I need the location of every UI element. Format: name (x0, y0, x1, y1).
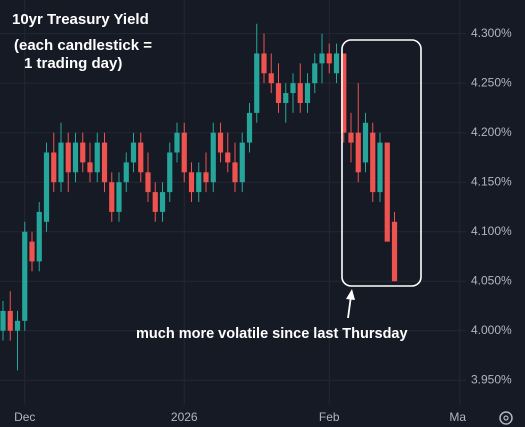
candle-body (51, 152, 57, 183)
x-axis: Dec 2026 Feb Mar (14, 410, 470, 424)
candle-body (261, 53, 267, 74)
candle-body (232, 162, 238, 183)
candle-body (312, 63, 318, 84)
y-tick-label: 3.950% (471, 372, 512, 386)
subtitle: (each candlestick = (14, 37, 152, 54)
candle-body (370, 132, 376, 193)
candle-body (290, 83, 296, 94)
candle-body (391, 221, 398, 282)
candle-body (101, 142, 108, 183)
candle-body (87, 162, 93, 173)
candle-body (362, 122, 369, 163)
candle-body (138, 142, 144, 173)
highlight-box (341, 39, 422, 287)
candle-body (123, 162, 129, 183)
candle-body (181, 132, 187, 173)
x-tick-label: Mar (449, 410, 470, 424)
settings-icon[interactable] (499, 411, 513, 425)
candle-body (152, 192, 158, 212)
candle-body (268, 73, 274, 84)
candle-body (210, 132, 216, 183)
x-tick-label: Dec (14, 410, 35, 424)
candle-body (196, 172, 202, 193)
y-tick-label: 4.200% (471, 125, 512, 139)
candle-body (130, 142, 137, 163)
candle-body (225, 152, 231, 163)
candle-body (0, 310, 6, 331)
arrow (347, 295, 352, 319)
candle-body (36, 211, 42, 262)
candle-body (333, 53, 340, 74)
y-axis: 3.950% 4.000% 4.050% 4.100% 4.150% 4.200% 4.25… (471, 26, 512, 387)
subtitle: 1 trading day) (24, 55, 122, 72)
candle-body (174, 132, 180, 153)
y-tick-label: 4.100% (471, 224, 512, 238)
candle-body (254, 53, 260, 113)
candle-body (283, 93, 289, 103)
candle-body (72, 142, 79, 173)
candle-body (203, 172, 209, 183)
candle-body (29, 241, 35, 262)
candle-body (109, 182, 115, 212)
candle-body (80, 142, 86, 163)
candle-body (384, 142, 390, 242)
candle-body (297, 83, 303, 103)
x-tick-label: Feb (319, 410, 340, 424)
candle-body (377, 142, 383, 193)
candle-body (43, 152, 50, 222)
candles (0, 23, 398, 371)
y-tick-label: 4.150% (471, 174, 512, 188)
candle-body (304, 83, 311, 103)
candle-body (326, 53, 332, 64)
candle-body (22, 231, 28, 321)
candle-body (341, 53, 347, 133)
candle-body (167, 152, 173, 193)
candle-body (14, 320, 21, 331)
candle-body (319, 53, 325, 64)
y-tick-label: 4.000% (471, 323, 512, 337)
grid (0, 0, 466, 405)
candle-body (355, 132, 361, 173)
candle-body (145, 172, 151, 193)
candle-body (7, 310, 13, 331)
candle-body (159, 192, 166, 212)
y-tick-label: 4.050% (471, 273, 512, 287)
candle-body (239, 142, 245, 183)
candle-body (65, 142, 71, 173)
chart-title: 10yr Treasury Yield (12, 11, 149, 28)
candle-body (94, 142, 100, 173)
candle-body (116, 182, 122, 212)
candle-body (275, 83, 282, 103)
annotation: much more volatile since last Thursday (136, 326, 408, 342)
candle-body (246, 112, 253, 143)
candle-body (217, 132, 224, 153)
candle-body (348, 132, 354, 143)
x-tick-label: 2026 (171, 410, 198, 424)
y-tick-label: 4.250% (471, 75, 512, 89)
arrow-head (346, 289, 355, 300)
candle-body (188, 172, 195, 193)
y-tick-label: 4.300% (471, 26, 512, 40)
candle-body (58, 142, 64, 183)
